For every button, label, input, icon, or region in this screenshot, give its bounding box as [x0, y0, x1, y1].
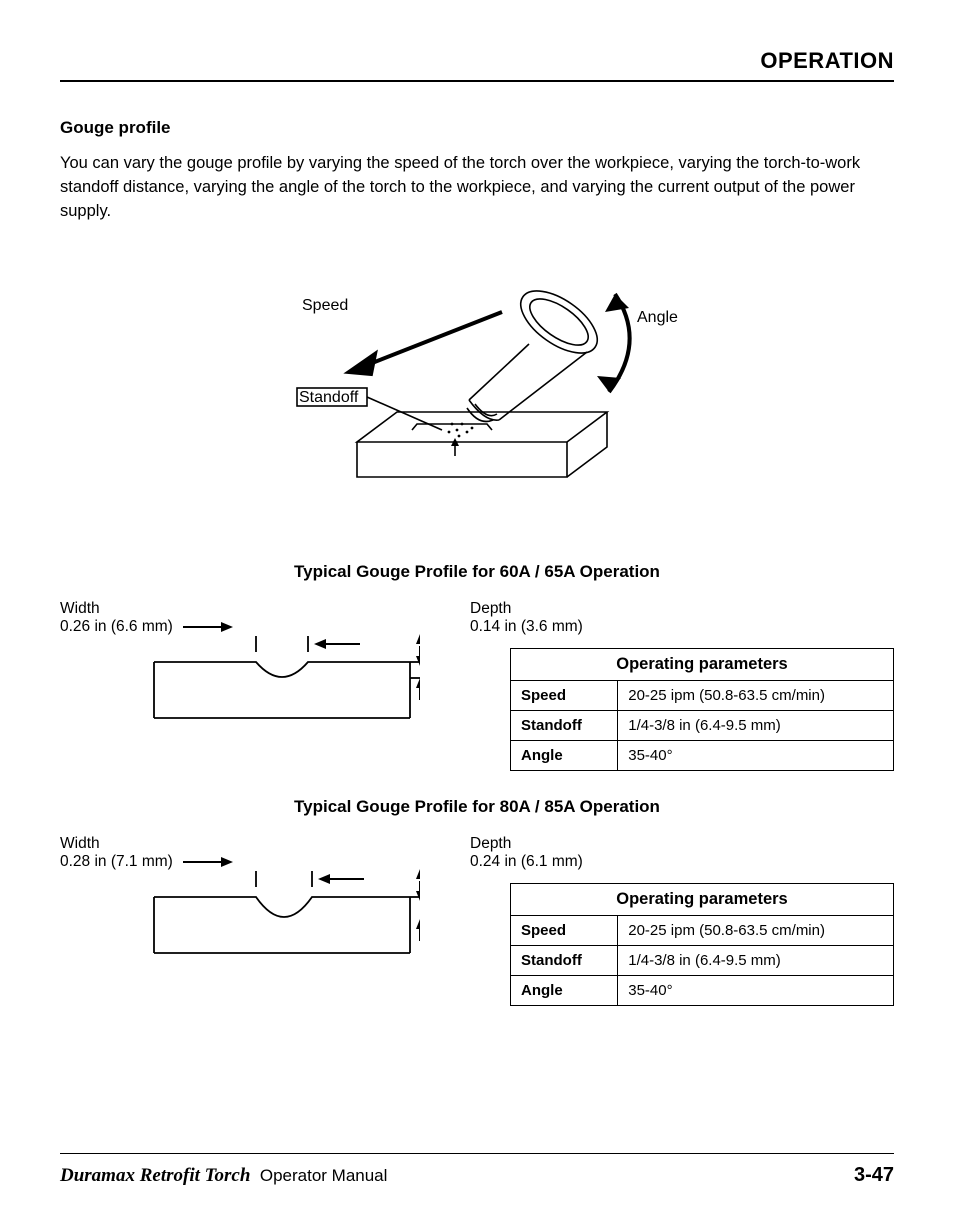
profile1-width-label: Width [60, 600, 450, 618]
table-row: Speed 20-25 ipm (50.8-63.5 cm/min) [511, 680, 894, 710]
profile1-param-table: Operating parameters Speed 20-25 ipm (50… [510, 648, 894, 771]
param-value: 35-40° [618, 975, 894, 1005]
arrow-right-icon [179, 620, 235, 634]
gouge-profile-heading: Gouge profile [60, 118, 894, 138]
section-header: OPERATION [60, 48, 894, 80]
footer-page-number: 3-47 [854, 1164, 894, 1187]
param-label: Standoff [511, 710, 618, 740]
param-value: 1/4-3/8 in (6.4-9.5 mm) [618, 945, 894, 975]
profile2-block: Width 0.28 in (7.1 mm) [60, 835, 894, 1006]
param-label: Angle [511, 975, 618, 1005]
table-row: Standoff 1/4-3/8 in (6.4-9.5 mm) [511, 945, 894, 975]
profile1-depth-value: 0.14 in (3.6 mm) [470, 618, 894, 636]
param-label: Angle [511, 740, 618, 770]
table-row: Angle 35-40° [511, 975, 894, 1005]
param-value: 20-25 ipm (50.8-63.5 cm/min) [618, 915, 894, 945]
param-value: 35-40° [618, 740, 894, 770]
profile2-width-label: Width [60, 835, 450, 853]
torch-label-speed: Speed [302, 297, 348, 314]
profile2-param-table: Operating parameters Speed 20-25 ipm (50… [510, 883, 894, 1006]
profile2-title: Typical Gouge Profile for 80A / 85A Oper… [60, 797, 894, 817]
profile2-cross-section [60, 863, 420, 959]
param-label: Speed [511, 680, 618, 710]
param-label: Standoff [511, 945, 618, 975]
table-row: Speed 20-25 ipm (50.8-63.5 cm/min) [511, 915, 894, 945]
param-label: Speed [511, 915, 618, 945]
arrow-right-icon [179, 855, 235, 869]
profile1-cross-section [60, 628, 420, 724]
profile1-depth-label: Depth [470, 600, 894, 618]
torch-diagram: Speed Angle Standoff [237, 252, 717, 512]
param-value: 20-25 ipm (50.8-63.5 cm/min) [618, 680, 894, 710]
footer-product-name: Duramax Retrofit Torch [60, 1165, 250, 1186]
profile2-depth-label: Depth [470, 835, 894, 853]
gouge-profile-body: You can vary the gouge profile by varyin… [60, 152, 894, 224]
profile1-table-title: Operating parameters [511, 648, 894, 680]
profile2-depth-value: 0.24 in (6.1 mm) [470, 853, 894, 871]
footer-doc-type: Operator Manual [260, 1166, 388, 1185]
torch-label-angle: Angle [637, 309, 678, 326]
param-value: 1/4-3/8 in (6.4-9.5 mm) [618, 710, 894, 740]
page-footer: Duramax Retrofit Torch Operator Manual 3… [60, 1153, 894, 1187]
table-row: Standoff 1/4-3/8 in (6.4-9.5 mm) [511, 710, 894, 740]
profile1-title: Typical Gouge Profile for 60A / 65A Oper… [60, 562, 894, 582]
profile2-table-title: Operating parameters [511, 883, 894, 915]
table-row: Angle 35-40° [511, 740, 894, 770]
profile1-block: Width 0.26 in (6.6 mm) [60, 600, 894, 771]
torch-label-standoff: Standoff [299, 389, 359, 406]
profile1-width-value: 0.26 in (6.6 mm) [60, 618, 173, 636]
profile2-width-value: 0.28 in (7.1 mm) [60, 853, 173, 871]
